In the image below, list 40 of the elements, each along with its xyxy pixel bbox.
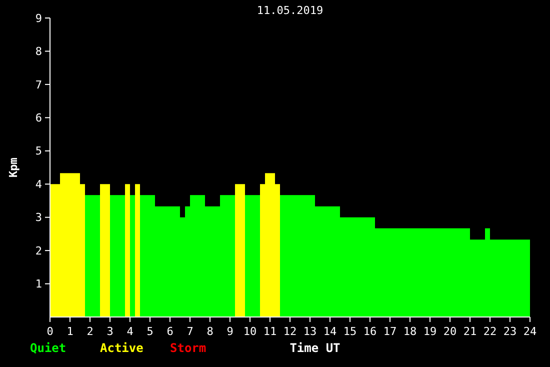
y-tick-label: 3 bbox=[35, 211, 42, 224]
x-tick-label: 19 bbox=[423, 325, 437, 338]
y-tick-label: 2 bbox=[35, 244, 42, 258]
x-tick-label: 0 bbox=[46, 325, 54, 338]
x-axis-title: Time UT bbox=[290, 341, 340, 355]
x-tick-label: 16 bbox=[363, 325, 377, 338]
x-tick-label: 21 bbox=[463, 325, 477, 338]
x-tick-label: 8 bbox=[206, 325, 214, 338]
series-label: Active bbox=[100, 341, 144, 355]
x-tick-label: 20 bbox=[443, 325, 457, 338]
x-tick-label: 12 bbox=[283, 325, 297, 338]
x-tick-label: 1 bbox=[66, 325, 74, 338]
text: Storm bbox=[170, 341, 206, 355]
chart-title: 11.05.2019 bbox=[256, 4, 324, 17]
x-tick-label: 14 bbox=[323, 325, 337, 338]
x-tick-label: 13 bbox=[303, 325, 317, 338]
x-tick-label: 5 bbox=[146, 325, 154, 338]
x-tick-label: 9 bbox=[226, 325, 234, 338]
y-axis-title: Kpm bbox=[7, 157, 20, 178]
y-tick-label: 6 bbox=[35, 112, 42, 125]
y-tick-label: 5 bbox=[35, 144, 42, 158]
x-tick-label: 4 bbox=[126, 325, 134, 338]
x-tick-label: 17 bbox=[383, 325, 397, 338]
x-tick-label: 7 bbox=[186, 325, 194, 338]
y-tick-label: 4 bbox=[35, 178, 42, 191]
x-tick-label: 15 bbox=[343, 325, 357, 338]
y-tick-label: 9 bbox=[35, 12, 42, 25]
text: Quiet bbox=[30, 341, 66, 355]
y-tick-label: 8 bbox=[35, 45, 42, 58]
x-tick-label: 6 bbox=[166, 325, 174, 338]
x-tick-label: 22 bbox=[483, 325, 497, 338]
x-tick-label: 24 bbox=[523, 325, 537, 338]
x-tick-label: 23 bbox=[503, 325, 517, 338]
x-tick-label: 2 bbox=[86, 325, 94, 338]
y-tick-label: 7 bbox=[35, 78, 42, 92]
y-tick-label: 1 bbox=[35, 278, 42, 291]
x-tick-label: 10 bbox=[243, 325, 257, 338]
x-tick-label: 3 bbox=[106, 325, 114, 338]
x-tick-label: 11 bbox=[263, 325, 277, 338]
x-tick-label: 18 bbox=[403, 325, 417, 338]
